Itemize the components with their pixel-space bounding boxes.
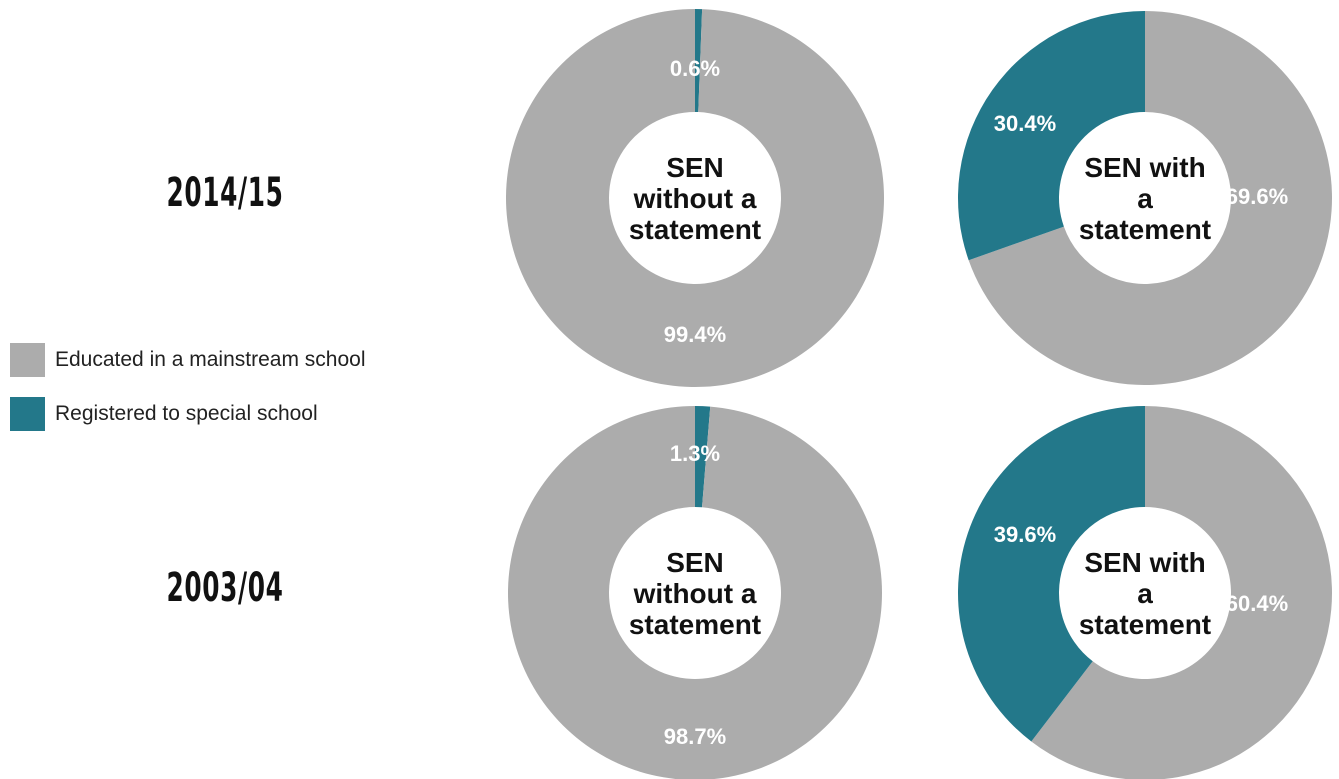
legend-label-special: Registered to special school	[55, 402, 318, 425]
center-label-line: without a	[633, 578, 757, 609]
center-label-line: statement	[1079, 214, 1211, 245]
slice-special-school	[958, 406, 1145, 742]
data-label: 98.7%	[664, 724, 726, 749]
legend: Educated in a mainstream school Register…	[10, 343, 366, 451]
data-label: 0.6%	[670, 56, 720, 81]
center-label-line: SEN	[666, 152, 724, 183]
center-label: SEN without a statement	[629, 547, 761, 640]
center-label-line: statement	[1079, 609, 1211, 640]
slice-mainstream	[508, 406, 882, 779]
donut-chart-1: 0.6% 99.4% SEN without a statement	[505, 9, 884, 388]
slice-special-school	[958, 11, 1145, 261]
center-label-line: statement	[629, 214, 761, 245]
center-label-line: SEN	[666, 547, 724, 578]
slice-mainstream	[968, 11, 1332, 385]
center-label: SEN with a statement	[1079, 152, 1211, 245]
data-label: 69.6%	[1226, 184, 1288, 209]
legend-swatch-mainstream	[10, 343, 45, 377]
data-label: 30.4%	[994, 111, 1056, 136]
center-label-line: a	[1137, 183, 1153, 214]
donut-chart-4: 60.4% 39.6% SEN with a statement	[958, 406, 1333, 779]
donut-chart-2: 69.6% 30.4% SEN with a statement	[958, 11, 1332, 385]
slice-mainstream	[1031, 406, 1333, 779]
legend-item-special: Registered to special school	[10, 397, 366, 431]
legend-label-mainstream: Educated in a mainstream school	[55, 348, 366, 371]
donut-chart-3: 1.3% 98.7% SEN without a statement	[508, 406, 882, 779]
center-label-line: SEN with	[1084, 547, 1205, 578]
center-label-line: a	[1137, 578, 1153, 609]
legend-swatch-special	[10, 397, 45, 431]
slice-special-school	[695, 406, 711, 508]
data-label: 60.4%	[1226, 591, 1288, 616]
data-label: 1.3%	[670, 441, 720, 466]
legend-item-mainstream: Educated in a mainstream school	[10, 343, 366, 377]
slice-special-school	[695, 9, 703, 113]
center-label: SEN with a statement	[1079, 547, 1211, 640]
row-label-2014-15: 2014/15	[166, 170, 284, 216]
center-label: SEN without a statement	[629, 152, 761, 245]
slice-mainstream	[505, 9, 884, 388]
center-label-line: SEN with	[1084, 152, 1205, 183]
row-label-2003-04: 2003/04	[166, 565, 284, 611]
center-label-line: without a	[633, 183, 757, 214]
data-label: 39.6%	[994, 522, 1056, 547]
center-label-line: statement	[629, 609, 761, 640]
data-label: 99.4%	[664, 322, 726, 347]
